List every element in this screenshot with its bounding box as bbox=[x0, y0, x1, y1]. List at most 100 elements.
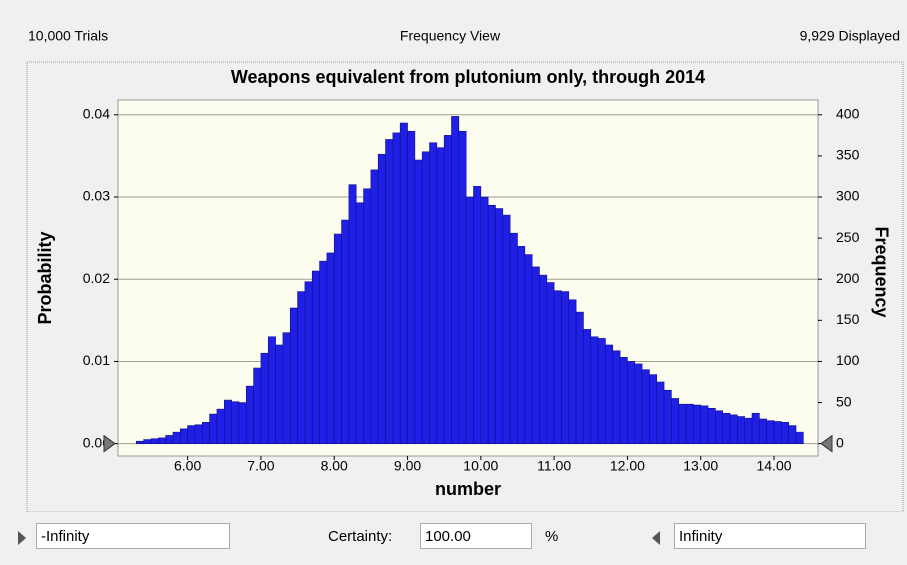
y2-tick-label: 350 bbox=[836, 147, 860, 163]
bar bbox=[649, 374, 658, 444]
bar bbox=[136, 440, 144, 444]
y-tick-label: 0.00 bbox=[83, 434, 110, 450]
displayed: 9,929 Displayed bbox=[800, 28, 900, 44]
bar bbox=[729, 414, 738, 444]
bar bbox=[180, 428, 188, 444]
bar bbox=[788, 425, 797, 444]
bar bbox=[158, 437, 166, 444]
bar bbox=[781, 421, 789, 444]
y2-tick-label: 100 bbox=[836, 352, 860, 368]
bar bbox=[634, 363, 643, 444]
upper-arrow[interactable] bbox=[648, 528, 664, 548]
bar bbox=[363, 188, 372, 444]
y2-label: Frequency bbox=[871, 226, 891, 317]
bar bbox=[209, 413, 218, 444]
bar bbox=[656, 381, 665, 444]
bar bbox=[773, 421, 782, 444]
bar bbox=[436, 147, 445, 444]
bar bbox=[715, 410, 724, 444]
view: Frequency View bbox=[400, 28, 501, 44]
bar bbox=[451, 116, 460, 444]
bar bbox=[429, 142, 438, 444]
y2-tick-label: 250 bbox=[836, 229, 860, 245]
x-tick-label: 11.00 bbox=[537, 458, 571, 474]
bar bbox=[150, 438, 159, 444]
bar bbox=[553, 290, 562, 444]
x-label: number bbox=[435, 479, 501, 499]
bar bbox=[722, 412, 731, 444]
bar bbox=[524, 254, 533, 444]
bar bbox=[304, 281, 313, 444]
x-tick-label: 14.00 bbox=[756, 458, 791, 474]
bar bbox=[370, 169, 379, 444]
bar bbox=[341, 219, 350, 444]
bar bbox=[737, 416, 746, 444]
bar bbox=[575, 311, 584, 444]
bar bbox=[612, 350, 621, 444]
upper-field[interactable]: Infinity bbox=[674, 523, 866, 549]
bar bbox=[311, 270, 320, 444]
bar bbox=[377, 153, 386, 444]
bar bbox=[487, 204, 496, 444]
chart: 10,000 Trials Frequency View 9,929 Displ… bbox=[26, 28, 904, 512]
lower-field[interactable]: -Infinity bbox=[36, 523, 230, 549]
bar bbox=[480, 196, 489, 444]
bar bbox=[568, 299, 577, 444]
bar bbox=[795, 431, 804, 444]
bar bbox=[597, 338, 606, 444]
bar bbox=[421, 151, 430, 444]
bar bbox=[194, 424, 203, 444]
bar bbox=[641, 369, 650, 444]
certainty-field[interactable]: 100.00 bbox=[420, 523, 532, 549]
bar bbox=[414, 159, 423, 444]
bar bbox=[766, 420, 775, 444]
x-tick-label: 9.00 bbox=[394, 458, 421, 474]
x-tick-label: 6.00 bbox=[174, 458, 201, 474]
bar bbox=[744, 417, 753, 444]
bar bbox=[561, 291, 570, 444]
y2-tick-label: 0 bbox=[836, 434, 844, 450]
x-tick-label: 8.00 bbox=[321, 458, 348, 474]
bar bbox=[619, 357, 628, 444]
bar bbox=[282, 332, 291, 444]
bar bbox=[326, 252, 335, 444]
bar bbox=[458, 130, 467, 444]
bar bbox=[605, 344, 614, 444]
y-tick-label: 0.02 bbox=[83, 270, 110, 286]
upper-marker bbox=[820, 434, 833, 453]
bar bbox=[253, 367, 262, 444]
unit: % bbox=[545, 528, 559, 545]
y2-tick-label: 150 bbox=[836, 311, 860, 327]
bar bbox=[143, 439, 152, 444]
x-tick-label: 10.00 bbox=[463, 458, 498, 474]
bar bbox=[465, 196, 474, 444]
x-tick-label: 12.00 bbox=[610, 458, 645, 474]
y2-tick-label: 200 bbox=[836, 270, 860, 286]
bar bbox=[671, 398, 680, 444]
bar bbox=[759, 418, 767, 444]
bar bbox=[319, 260, 328, 444]
bar bbox=[187, 425, 196, 444]
bar bbox=[172, 431, 181, 444]
bar bbox=[531, 266, 540, 444]
bar bbox=[590, 336, 599, 444]
lower-arrow[interactable] bbox=[14, 528, 30, 548]
lower-marker bbox=[103, 434, 116, 453]
bar bbox=[238, 402, 247, 444]
bar bbox=[399, 122, 408, 444]
bar bbox=[392, 132, 401, 444]
x-tick-label: 13.00 bbox=[683, 458, 718, 474]
bar bbox=[297, 291, 306, 444]
certainty-label: Certainty: bbox=[328, 528, 393, 545]
bar bbox=[260, 352, 269, 444]
bar bbox=[333, 233, 342, 444]
bar bbox=[685, 403, 694, 444]
y-label: Probability bbox=[35, 231, 55, 324]
bar bbox=[546, 282, 555, 444]
bar bbox=[165, 435, 174, 444]
y-tick-label: 0.01 bbox=[83, 352, 110, 368]
y2-tick-label: 50 bbox=[836, 393, 852, 409]
bar bbox=[693, 404, 702, 444]
trials: 10,000 Trials bbox=[28, 28, 108, 44]
